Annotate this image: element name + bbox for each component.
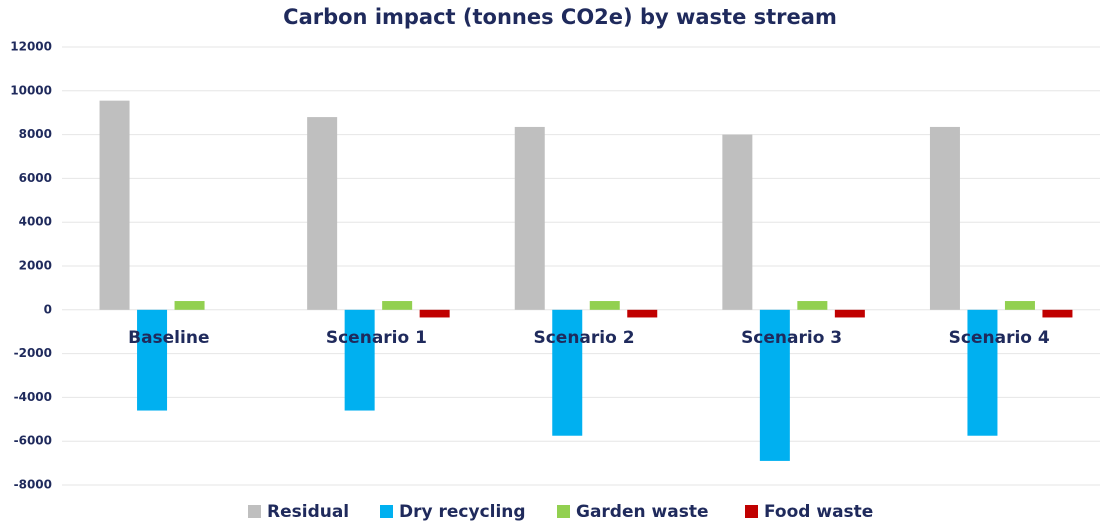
legend-label: Dry recycling — [399, 502, 526, 522]
x-tick-label: Scenario 4 — [949, 328, 1050, 348]
y-tick-label: -8000 — [14, 478, 52, 492]
y-tick-label: 2000 — [19, 259, 52, 273]
y-tick-label: 12000 — [10, 40, 52, 54]
legend-label: Food waste — [764, 502, 873, 522]
x-tick-label: Scenario 3 — [741, 328, 842, 348]
bar — [967, 309, 998, 436]
x-tick-label: Scenario 1 — [326, 328, 427, 348]
legend-swatch — [745, 505, 758, 518]
bar — [174, 301, 205, 310]
legend-swatch — [557, 505, 570, 518]
y-tick-label: 6000 — [19, 171, 52, 185]
bar — [722, 134, 753, 310]
y-tick-label: -2000 — [14, 346, 52, 360]
bar — [1004, 301, 1035, 310]
y-tick-label: 0 — [44, 302, 52, 316]
chart-title: Carbon impact (tonnes CO2e) by waste str… — [283, 5, 837, 29]
bar — [627, 309, 658, 318]
x-tick-label: Baseline — [128, 328, 209, 348]
bar — [834, 309, 865, 318]
y-tick-label: 4000 — [19, 215, 52, 229]
legend-label: Garden waste — [576, 502, 708, 522]
legend-swatch — [248, 505, 261, 518]
bar — [929, 126, 960, 310]
y-tick-label: -4000 — [14, 390, 52, 404]
bar — [514, 126, 545, 310]
bar — [344, 309, 375, 411]
y-tick-label: -6000 — [14, 434, 52, 448]
bar — [759, 309, 790, 461]
y-tick-label: 10000 — [10, 83, 52, 97]
x-tick-label: Scenario 2 — [533, 328, 634, 348]
bar — [552, 309, 583, 436]
bar — [382, 301, 413, 310]
y-tick-label: 8000 — [19, 127, 52, 141]
legend-label: Residual — [267, 502, 349, 522]
bar — [307, 117, 338, 310]
bar — [99, 100, 130, 310]
bar — [797, 301, 828, 310]
bar — [419, 309, 450, 318]
bar — [1042, 309, 1073, 318]
bar — [589, 301, 620, 310]
bar — [137, 309, 168, 411]
legend-swatch — [380, 505, 393, 518]
